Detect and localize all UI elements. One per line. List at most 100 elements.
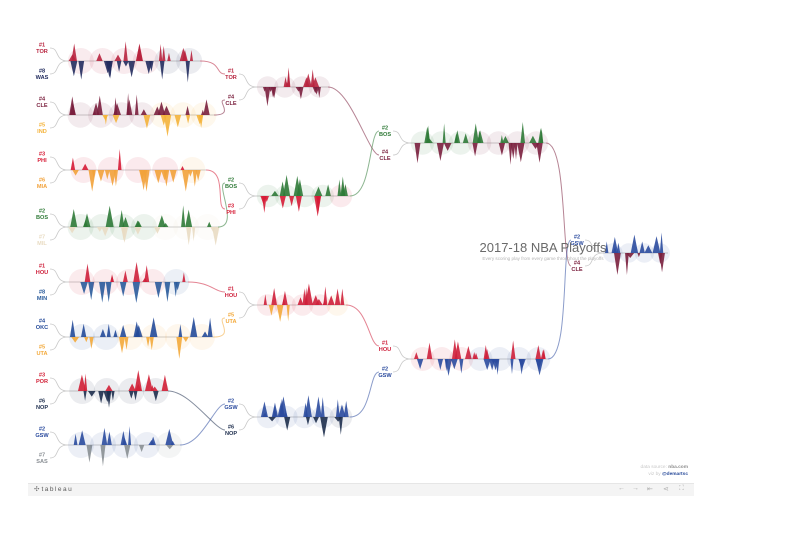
- team-label: BOS: [36, 215, 48, 221]
- score-spike-top: [207, 221, 212, 227]
- score-spike-top: [158, 44, 163, 61]
- team-label: BOS: [225, 184, 237, 190]
- score-spike-bottom: [182, 337, 189, 343]
- undo-icon[interactable]: ←: [618, 485, 625, 492]
- score-spike-top: [113, 329, 118, 337]
- score-spike-top: [476, 130, 484, 143]
- seed-label: #4: [574, 261, 581, 267]
- score-spike-top: [535, 345, 542, 359]
- seed-label: #3: [39, 373, 45, 379]
- connector-line: [238, 86, 258, 101]
- score-spike-top: [151, 386, 158, 391]
- bracket-chart: #1TOR#8WAS#4CLE#5IND#3PHI#6MIA#2BOS#7MIL…: [35, 41, 670, 467]
- score-spike-top: [182, 272, 186, 282]
- share-icon[interactable]: ⋖: [663, 486, 669, 493]
- chart-title: 2017-18 NBA Playoffs: [479, 240, 607, 255]
- viz-container: #1 TOR #8 WAS #4 CLE #5 IND #3 PHI #6 MIA #2 BOS #7 MIL…: [28, 28, 694, 496]
- score-spike-bottom: [102, 115, 109, 121]
- score-spike-top: [149, 317, 158, 337]
- score-spike-bottom: [173, 282, 178, 297]
- score-spike-top: [122, 270, 128, 282]
- seed-label: #2: [574, 235, 580, 241]
- connector-line: [238, 195, 258, 210]
- team-label: CLE: [379, 156, 390, 162]
- connector-line: [584, 239, 604, 254]
- score-spike-top: [474, 352, 479, 359]
- score-spike-bottom: [153, 391, 159, 402]
- team-label: WAS: [36, 75, 49, 81]
- author-handle[interactable]: @demartsc: [661, 472, 688, 477]
- score-spike-bottom: [86, 445, 93, 463]
- score-spike-top: [296, 179, 304, 196]
- seed-label: #8: [39, 290, 45, 296]
- advance-line: [349, 371, 380, 418]
- score-spike-top: [128, 383, 136, 391]
- score-spike-bottom: [118, 337, 126, 354]
- score-spike-top: [133, 261, 140, 282]
- connector-line: [49, 377, 69, 392]
- connector-line: [49, 390, 69, 405]
- team-label: UTA: [225, 319, 236, 325]
- score-spike-top: [96, 53, 103, 61]
- score-spike-bottom: [286, 305, 290, 322]
- score-spike-top: [185, 105, 190, 115]
- connector-line: [49, 323, 69, 338]
- tableau-logo[interactable]: ✣ tableau: [34, 485, 73, 493]
- score-spike-top: [150, 436, 156, 445]
- connector-line: [49, 226, 69, 241]
- advance-line: [349, 130, 380, 197]
- score-spike-bottom: [510, 143, 516, 159]
- seed-label: #2: [39, 427, 45, 433]
- score-spike-bottom: [614, 253, 621, 275]
- team-label: GSW: [224, 405, 238, 411]
- score-spike-top: [279, 181, 286, 196]
- score-spike-bottom: [212, 227, 220, 246]
- score-spike-bottom: [89, 337, 94, 349]
- redo-icon[interactable]: →: [632, 485, 639, 492]
- score-spike-top: [207, 317, 213, 337]
- score-spike-top: [105, 205, 114, 227]
- advance-line: [213, 99, 226, 116]
- score-spike-top: [180, 165, 185, 170]
- connector-line: [49, 268, 69, 283]
- score-spike-top: [282, 174, 291, 196]
- score-spike-bottom: [164, 282, 171, 303]
- connector-line: [238, 291, 258, 306]
- score-spike-top: [140, 109, 147, 115]
- score-spike-bottom: [192, 170, 198, 187]
- score-spike-top: [644, 245, 653, 253]
- seed-label: #2: [382, 126, 388, 132]
- revert-icon[interactable]: ⇤: [647, 486, 653, 493]
- score-spike-bottom: [437, 359, 444, 371]
- seed-label: #2: [382, 367, 388, 373]
- seed-label: #2: [228, 399, 234, 405]
- score-spike-bottom: [320, 417, 328, 438]
- score-spike-bottom: [149, 61, 154, 72]
- source-prefix: data source:: [640, 465, 669, 470]
- score-spike-top: [314, 186, 323, 196]
- score-spike-bottom: [317, 87, 321, 98]
- author-credit: viz by @demartsc: [648, 472, 688, 477]
- score-spike-top: [271, 190, 279, 196]
- score-spike-bottom: [414, 143, 421, 164]
- team-label: HOU: [225, 293, 237, 299]
- score-spike-top: [122, 437, 128, 445]
- fullscreen-icon[interactable]: ⛶: [679, 485, 684, 492]
- score-spike-bottom: [128, 61, 136, 78]
- seed-label: #4: [382, 150, 389, 156]
- score-spike-bottom: [111, 391, 115, 401]
- seed-label: #4: [39, 319, 46, 325]
- score-spike-bottom: [146, 337, 150, 347]
- score-spike-top: [117, 148, 122, 170]
- team-label: PHI: [226, 210, 236, 216]
- tableau-toolbar: ✣ tableau ← → ⇤ ⋖ ⛶: [28, 483, 694, 496]
- score-spike-top: [162, 105, 171, 115]
- score-spike-bottom: [97, 170, 105, 182]
- advance-line: [545, 142, 572, 267]
- score-spike-bottom: [198, 115, 204, 128]
- score-spike-top: [77, 374, 86, 391]
- connector-line: [392, 142, 412, 156]
- seed-label: #2: [228, 178, 234, 184]
- team-label: HOU: [379, 347, 391, 353]
- score-spike-bottom: [295, 196, 302, 212]
